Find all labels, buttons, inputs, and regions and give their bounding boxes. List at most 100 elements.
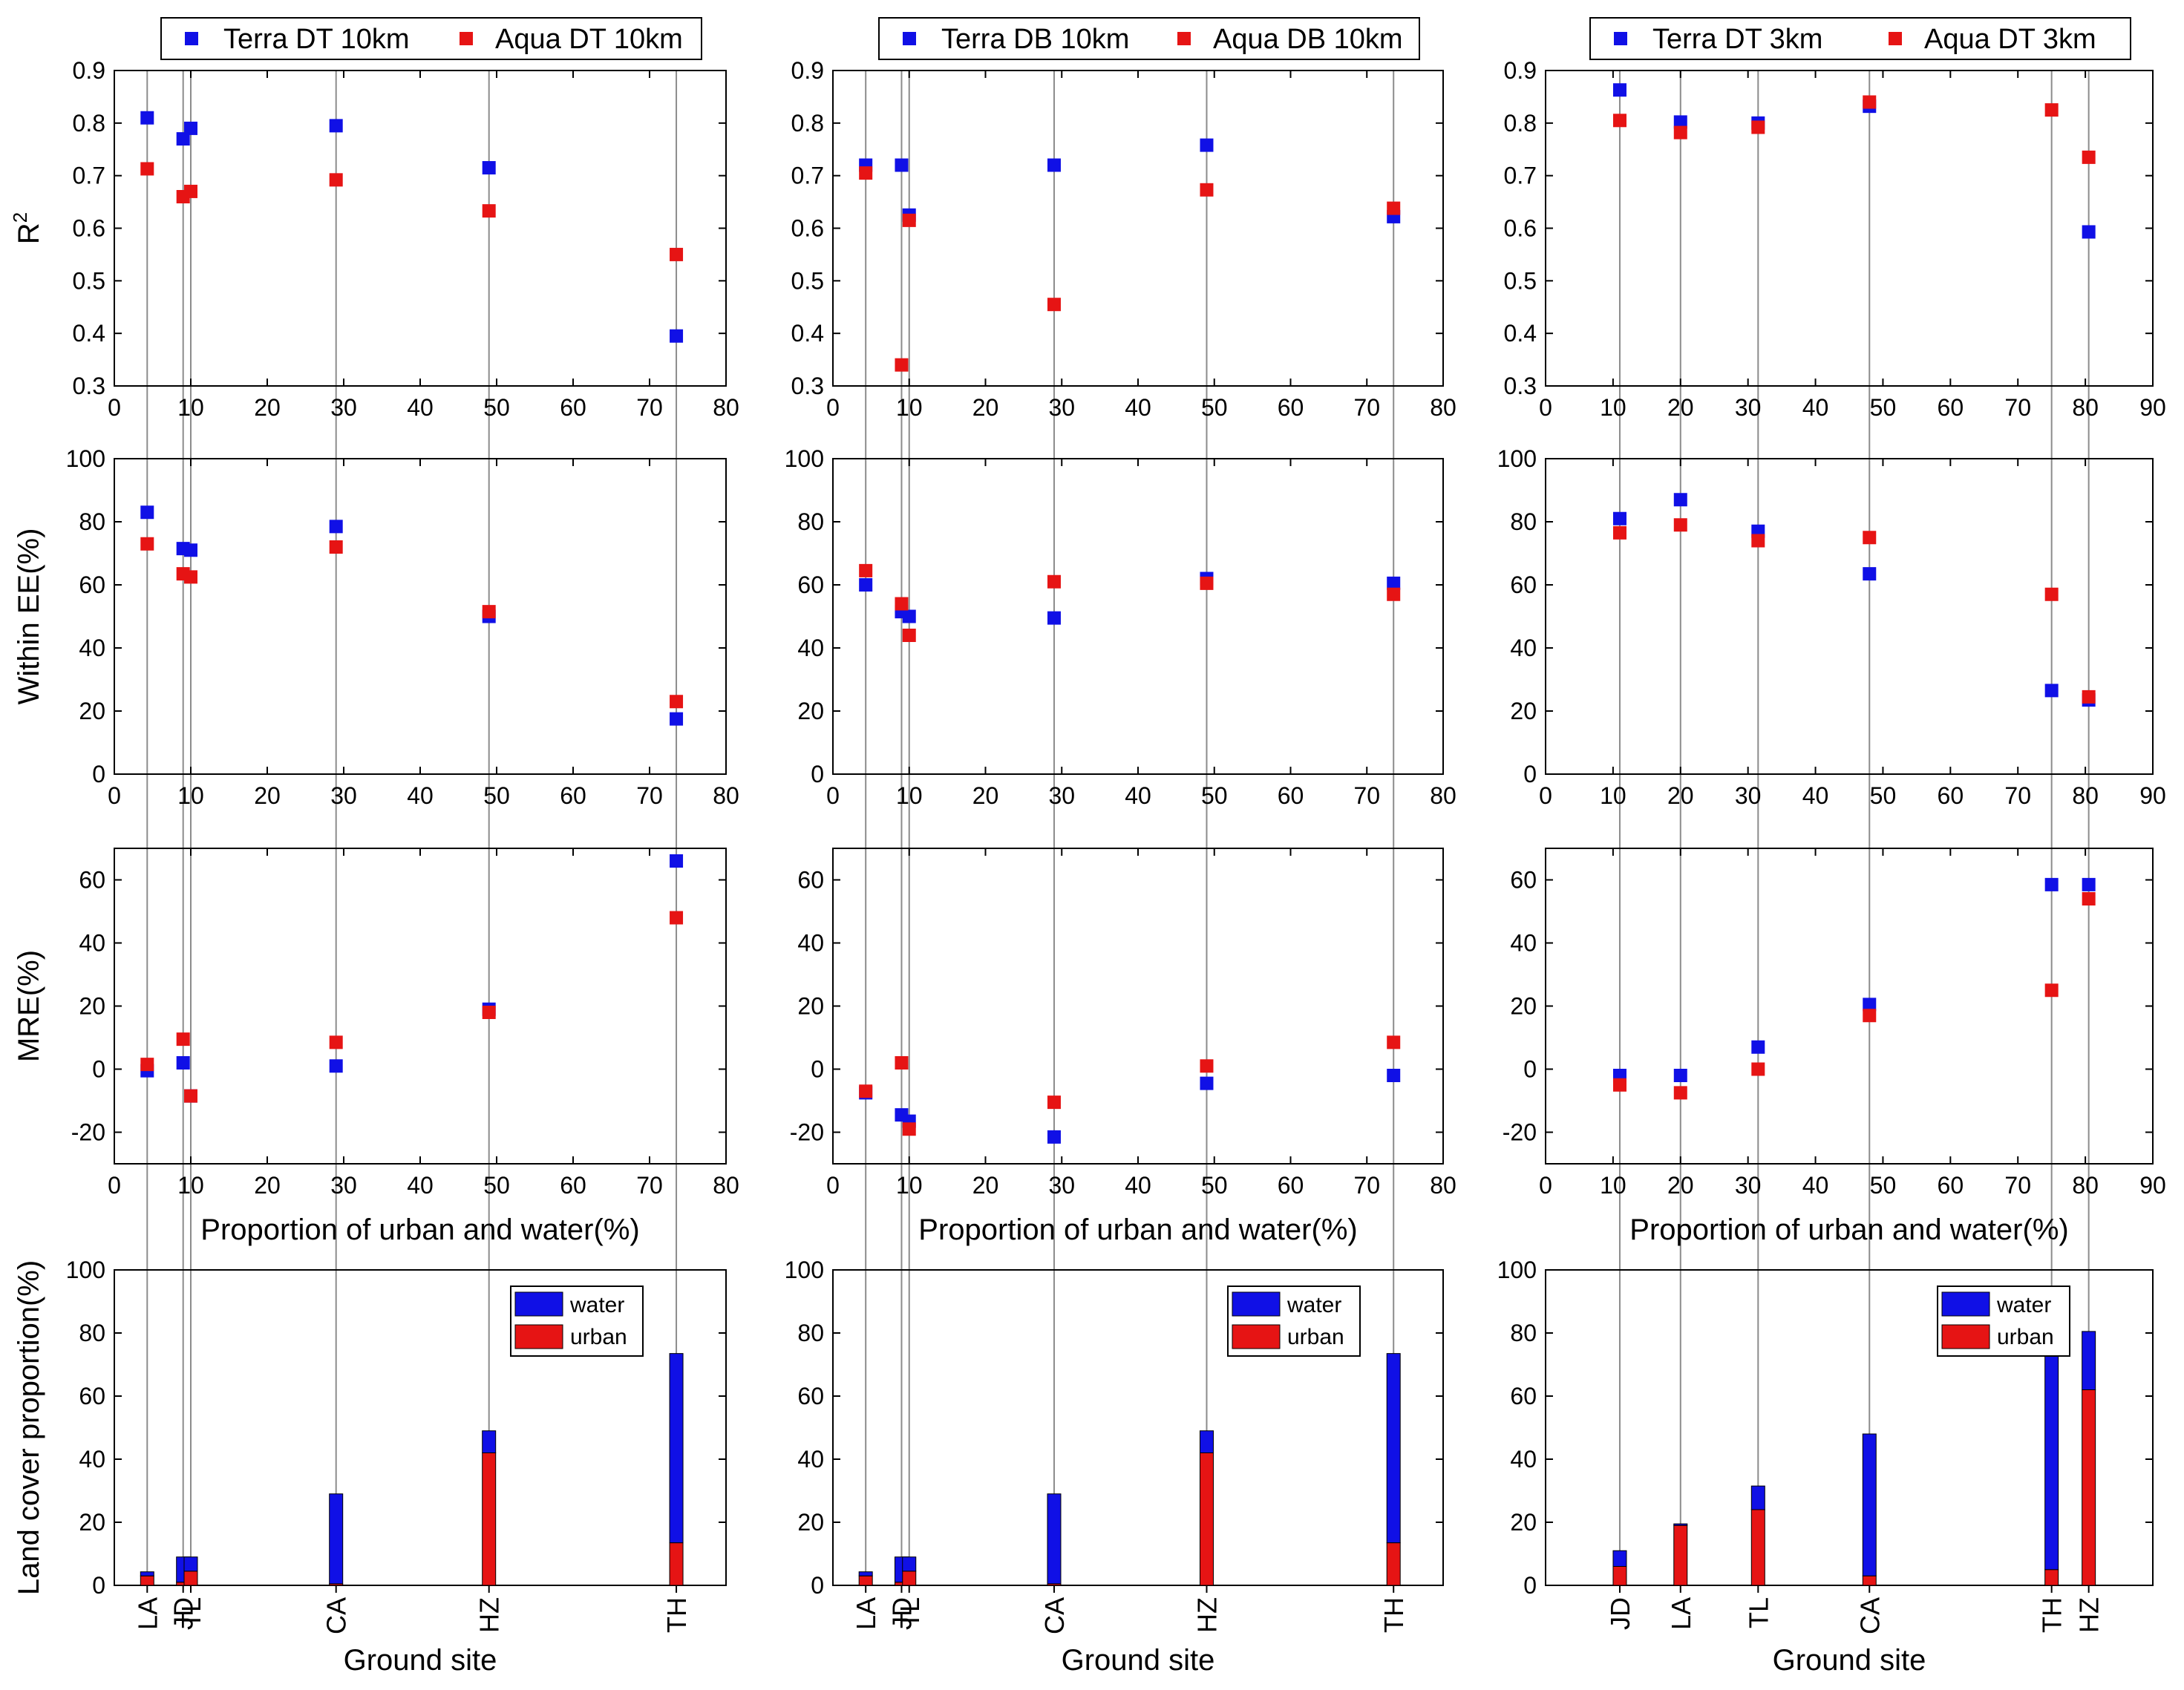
aqua-point-TH	[2044, 103, 2059, 117]
terra-point-TH	[670, 329, 684, 343]
terra-point-TL	[1751, 1040, 1765, 1054]
legend-marker-terra	[1614, 32, 1627, 45]
terra-point-CA	[329, 119, 343, 133]
y-tick-label: 80	[1510, 1320, 1537, 1346]
bar-water-TL	[183, 1556, 198, 1572]
y-tick-label: 0.3	[1504, 373, 1537, 399]
terra-point-CA	[1047, 158, 1061, 172]
y-tick-label: 0.5	[791, 267, 824, 294]
bar-urban-TL	[183, 1571, 198, 1586]
x-tick-label: 40	[1125, 1172, 1151, 1199]
site-label-TL: TL	[895, 1597, 925, 1628]
x-tick-label: 40	[407, 1172, 434, 1199]
x-tick-label: 80	[1430, 782, 1456, 809]
aqua-point-LA	[1673, 518, 1687, 532]
aqua-point-CA	[1047, 574, 1061, 589]
y-tick-label: 0	[811, 761, 824, 787]
bar-urban-LA	[1673, 1524, 1688, 1586]
x-tick-label: 50	[1201, 1172, 1228, 1199]
x-tick-label: 50	[1201, 394, 1228, 421]
x-tick-label: 20	[1667, 782, 1694, 809]
y-tick-label: 60	[79, 867, 105, 894]
x-tick-label: 20	[254, 1172, 281, 1199]
panel-within-ee-col2: 0 10 20 30 40 50 60 70 80 0 20 40 60 80 100	[785, 445, 1456, 809]
ylabel-row-2: Within EE(%)	[13, 528, 45, 705]
site-label: JD	[886, 1597, 917, 1630]
site-label-HZ: HZ	[1191, 1597, 1222, 1633]
y-tick-label: 0	[811, 1572, 824, 1599]
terra-point-LA	[1673, 1069, 1687, 1082]
aqua-point-TH	[670, 911, 684, 925]
terra-point-HZ	[1200, 1076, 1214, 1090]
plot-frame	[114, 1269, 727, 1586]
x-tick-label: 70	[2004, 782, 2031, 809]
x-tick-label: 80	[1430, 394, 1456, 421]
site-label: CA	[1039, 1597, 1070, 1634]
x-tick-label: 60	[560, 782, 586, 809]
aqua-point-HZ	[2082, 690, 2096, 704]
aqua-point-HZ	[1200, 576, 1214, 590]
site-label: TH	[1379, 1597, 1409, 1633]
x-tick-label: 10	[896, 1172, 923, 1199]
terra-point-LA	[1673, 493, 1687, 507]
panel-mre-col3: 0 10 20 30 40 50 60 70 80 90-200204060Proportion …	[1503, 848, 2166, 1246]
site-label-HZ: HZ	[474, 1597, 505, 1633]
plot-frame	[832, 458, 1444, 775]
x-tick-label: 90	[2139, 1172, 2166, 1199]
x-tick-label: 10	[177, 1172, 204, 1199]
plot-frame	[1545, 1269, 2154, 1586]
bar-legend-swatch-urban	[1941, 1324, 1990, 1349]
x-tick-label: 0	[108, 394, 121, 421]
terra-point-HZ	[1200, 138, 1214, 152]
terra-point-TH	[1387, 1069, 1401, 1082]
terra-point-TH	[670, 854, 684, 868]
aqua-point-HZ	[482, 605, 496, 619]
x-tick-label: 40	[1125, 782, 1151, 809]
x-tick-label: 70	[636, 1172, 663, 1199]
x-axis-title: Proportion of urban and water(%)	[1629, 1214, 2068, 1246]
aqua-point-CA	[1863, 531, 1877, 545]
site-label-TL: TL	[1743, 1597, 1773, 1628]
terra-point-LA	[140, 505, 154, 520]
aqua-point-HZ	[1200, 1059, 1214, 1073]
x-tick-label: 50	[483, 782, 510, 809]
x-tick-label: 0	[108, 1172, 121, 1199]
panel-land-cover-col3: 0 20 40 60 80 100 JD LA TL CA TH HZ water urban Ground…	[1497, 1257, 2154, 1677]
y-tick-label: 60	[79, 1383, 105, 1409]
aqua-point-TL	[1751, 1062, 1765, 1076]
x-tick-label: 50	[1870, 782, 1897, 809]
y-tick-label: 0.5	[73, 267, 105, 294]
x-tick-label: 20	[254, 782, 281, 809]
terra-point-JD	[176, 1056, 190, 1070]
y-tick-label: 0.6	[791, 215, 824, 242]
bar-legend-swatch-water	[514, 1291, 563, 1317]
y-tick-label: 20	[797, 698, 824, 724]
y-tick-label: 100	[1497, 445, 1537, 472]
x-tick-label: 0	[1539, 1172, 1552, 1199]
x-tick-label: 0	[1539, 782, 1552, 809]
x-tick-label: 30	[1735, 782, 1762, 809]
site-label: TL	[1743, 1597, 1773, 1628]
legend-marker-terra	[903, 32, 916, 45]
site-label-CA: CA	[1854, 1597, 1885, 1634]
legend-label-aqua: Aqua DB 10km	[1213, 24, 1403, 55]
x-tick-label: 60	[1938, 394, 1964, 421]
x-tick-label: 50	[483, 1172, 510, 1199]
y-tick-label: 20	[79, 1509, 105, 1536]
x-tick-label: 40	[1802, 782, 1829, 809]
site-label-LA: LA	[132, 1597, 163, 1630]
terra-point-CA	[1863, 998, 1877, 1012]
y-tick-label: 20	[1510, 993, 1537, 1020]
bar-water-HZ	[2082, 1331, 2096, 1390]
x-tick-label: 70	[2004, 394, 2031, 421]
bar-legend-swatch-water	[1941, 1291, 1990, 1317]
legend-label-terra: Terra DT 10km	[223, 24, 410, 55]
y-tick-label: 80	[797, 508, 824, 535]
x-tick-label: 70	[1353, 1172, 1380, 1199]
site-label-TH: TH	[661, 1597, 692, 1633]
x-tick-label: 30	[1048, 782, 1075, 809]
terra-point-TL	[184, 121, 197, 135]
